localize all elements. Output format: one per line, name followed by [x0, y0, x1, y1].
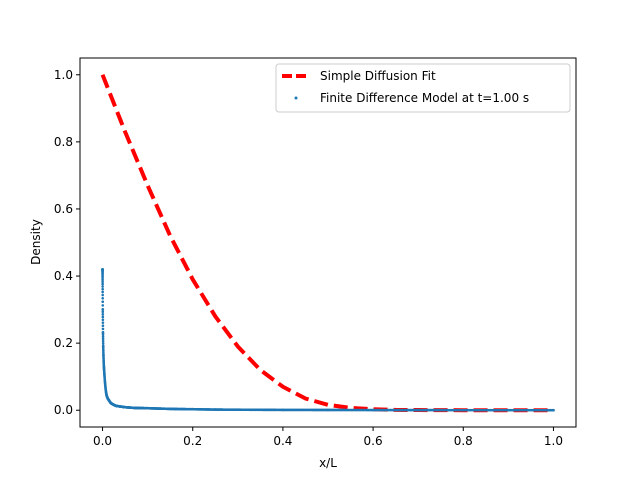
x-axis-label: x/L	[319, 456, 337, 470]
y-axis-ticks: 0.0 0.2 0.4 0.6 0.8 1.0	[54, 68, 80, 417]
data-point	[101, 300, 105, 304]
data-point	[104, 391, 108, 395]
data-point	[114, 404, 118, 408]
legend-label: Simple Diffusion Fit	[320, 69, 436, 83]
x-tick-label: 0.2	[183, 434, 202, 448]
data-point	[103, 378, 107, 382]
data-point	[168, 407, 172, 411]
data-point	[461, 408, 465, 412]
x-tick-label: 0.4	[273, 434, 292, 448]
data-point	[105, 395, 109, 399]
data-point	[281, 408, 285, 412]
data-point	[101, 337, 105, 341]
data-point	[101, 285, 104, 288]
data-point	[103, 372, 106, 375]
data-point	[101, 341, 105, 345]
x-tick-label: 0.6	[364, 434, 383, 448]
data-point	[101, 345, 105, 348]
legend-box	[275, 63, 571, 113]
data-point	[101, 282, 104, 286]
data-point	[507, 408, 510, 412]
data-point	[123, 405, 127, 409]
y-tick-label: 0.0	[54, 403, 73, 417]
data-point	[101, 310, 105, 314]
data-point	[103, 383, 107, 387]
x-tick-label: 0.8	[454, 434, 473, 448]
y-tick-label: 1.0	[54, 68, 73, 82]
data-point	[101, 318, 105, 322]
data-point	[101, 278, 104, 282]
data-point	[101, 315, 105, 319]
y-axis-label: Density	[29, 219, 43, 265]
data-point	[101, 293, 104, 297]
data-point	[101, 304, 105, 307]
data-point	[102, 353, 105, 357]
x-tick-label: 0.0	[93, 434, 112, 448]
data-point	[102, 365, 106, 368]
series-scatter-1	[101, 268, 555, 412]
data-point	[416, 408, 420, 412]
data-point	[102, 360, 105, 363]
data-point	[101, 327, 105, 331]
data-point	[146, 406, 149, 410]
series-layer	[100, 74, 555, 413]
data-point	[101, 287, 104, 291]
x-axis-ticks: 0.0 0.2 0.4 0.6 0.8 1.0	[93, 427, 563, 448]
data-point	[101, 296, 105, 300]
data-point	[101, 324, 105, 328]
data-point	[112, 403, 116, 407]
data-point	[552, 408, 555, 412]
data-point	[191, 407, 195, 411]
data-point	[101, 335, 105, 338]
y-tick-label: 0.8	[54, 135, 73, 149]
legend-label: Finite Difference Model at t=1.00 s	[320, 91, 529, 105]
data-point	[101, 268, 104, 271]
data-point	[236, 408, 240, 412]
data-point	[371, 408, 375, 412]
data-point	[101, 290, 104, 294]
data-point	[132, 406, 136, 410]
x-tick-label: 1.0	[544, 434, 563, 448]
data-point	[119, 405, 122, 408]
data-point	[104, 388, 107, 391]
data-point	[101, 308, 105, 311]
data-point	[326, 408, 330, 412]
legend-swatch-marker	[294, 96, 298, 100]
plot-frame	[79, 57, 577, 428]
data-point	[213, 408, 217, 411]
data-point	[110, 402, 113, 405]
data-point	[102, 368, 106, 372]
data-point	[101, 331, 105, 335]
y-tick-label: 0.4	[54, 269, 73, 283]
data-point	[101, 280, 104, 284]
data-point	[101, 321, 105, 324]
y-tick-label: 0.2	[54, 336, 73, 350]
data-point	[101, 276, 104, 280]
legend: Simple Diffusion Fit Finite Difference Mo…	[275, 63, 571, 113]
y-tick-label: 0.6	[54, 202, 73, 216]
data-point	[101, 313, 105, 316]
data-point	[101, 339, 105, 343]
